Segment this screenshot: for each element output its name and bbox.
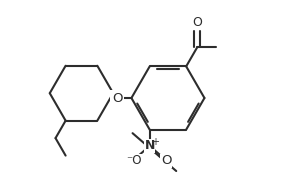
Text: O: O <box>161 154 172 167</box>
Text: O: O <box>112 92 122 104</box>
Text: O: O <box>192 16 202 29</box>
Text: ⁻O: ⁻O <box>126 154 141 167</box>
Text: N: N <box>145 139 155 152</box>
Text: +: + <box>151 137 159 148</box>
